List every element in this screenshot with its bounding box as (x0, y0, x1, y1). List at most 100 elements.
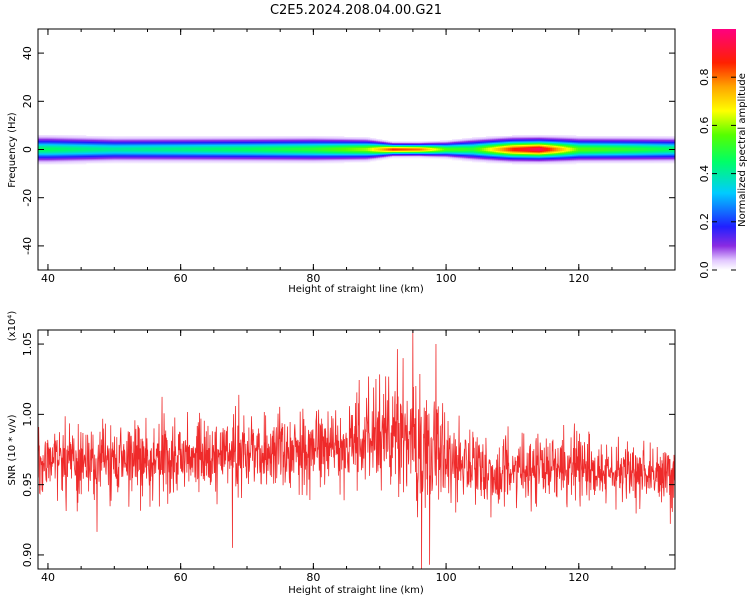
heatmap-cell (144, 155, 147, 157)
heatmap-cell (270, 144, 273, 146)
heatmap-cell (156, 150, 159, 152)
heatmap-cell (318, 136, 321, 138)
heatmap-cell (204, 148, 207, 150)
heatmap-cell (276, 142, 279, 144)
heatmap-cell (48, 148, 51, 150)
heatmap-cell (272, 136, 275, 138)
heatmap-cell (302, 138, 305, 140)
heatmap-cell (66, 144, 69, 146)
heatmap-cell (362, 138, 365, 140)
heatmap-cell (282, 159, 285, 161)
heatmap-cell (76, 147, 79, 149)
heatmap-cell (78, 148, 81, 150)
heatmap-cell (388, 146, 391, 148)
heatmap-cell (126, 146, 129, 148)
heatmap-cell (110, 159, 113, 161)
heatmap-cell (140, 138, 143, 140)
heatmap-cell (130, 152, 133, 154)
heatmap-cell (330, 156, 333, 158)
heatmap-cell (346, 143, 349, 145)
heatmap-cell (202, 142, 205, 144)
heatmap-cell (122, 154, 125, 156)
heatmap-cell (50, 138, 53, 140)
heatmap-cell (318, 143, 321, 145)
heatmap-cell (374, 145, 377, 147)
heatmap-cell (276, 151, 279, 153)
heatmap-cell (332, 158, 335, 160)
heatmap-cell (358, 137, 361, 139)
heatmap-cell (422, 141, 425, 143)
heatmap-cell (376, 141, 379, 143)
heatmap-cell (78, 143, 81, 145)
heatmap-cell (106, 161, 109, 163)
heatmap-cell (320, 151, 323, 153)
heatmap-cell (264, 140, 267, 142)
heatmap-cell (90, 137, 93, 139)
heatmap-cell (320, 153, 323, 155)
heatmap-cell (268, 138, 271, 140)
heatmap-cell (188, 148, 191, 150)
heatmap-cell (316, 156, 319, 158)
heatmap-cell (394, 142, 397, 144)
heatmap-cell (392, 150, 395, 152)
heatmap-cell (192, 143, 195, 145)
heatmap-cell (120, 149, 123, 151)
heatmap-cell (376, 158, 379, 160)
heatmap-cell (96, 145, 99, 147)
heatmap-cell (42, 159, 45, 161)
heatmap-cell (198, 152, 201, 154)
heatmap-cell (322, 155, 325, 157)
heatmap-cell (58, 142, 61, 144)
heatmap-cell (172, 141, 175, 143)
heatmap-cell (164, 161, 167, 163)
heatmap-cell (186, 139, 189, 141)
heatmap-cell (330, 154, 333, 156)
heatmap-cell (202, 139, 205, 141)
heatmap-cell (342, 154, 345, 156)
heatmap-cell (160, 157, 163, 159)
heatmap-cell (282, 153, 285, 155)
heatmap-cell (92, 143, 95, 145)
heatmap-cell (156, 137, 159, 139)
heatmap-cell (316, 147, 319, 149)
heatmap-cell (302, 155, 305, 157)
heatmap-cell (208, 147, 211, 149)
heatmap-cell (264, 152, 267, 154)
heatmap-cell (298, 154, 301, 156)
heatmap-cell (152, 143, 155, 145)
heatmap-cell (362, 145, 365, 147)
heatmap-cell (346, 142, 349, 144)
heatmap-cell (248, 148, 251, 150)
heatmap-cell (392, 151, 395, 153)
heatmap-cell (82, 139, 85, 141)
heatmap-cell (38, 160, 41, 162)
heatmap-cell (312, 138, 315, 140)
heatmap-cell (240, 158, 243, 160)
heatmap-cell (294, 159, 297, 161)
heatmap-cell (172, 138, 175, 140)
heatmap-cell (126, 136, 129, 138)
heatmap-cell (200, 141, 203, 143)
heatmap-cell (238, 145, 241, 147)
heatmap-cell (162, 153, 165, 155)
heatmap-cell (76, 145, 79, 147)
heatmap-cell (262, 150, 265, 152)
heatmap-cell (376, 151, 379, 153)
heatmap-cell (286, 140, 289, 142)
heatmap-cell (112, 146, 115, 148)
heatmap-cell (238, 154, 241, 156)
heatmap-cell (180, 161, 183, 163)
heatmap-cell (414, 149, 417, 151)
heatmap-cell (196, 153, 199, 155)
heatmap-cell (136, 157, 139, 159)
heatmap-cell (134, 151, 137, 153)
heatmap-cell (154, 141, 157, 143)
heatmap-cell (172, 158, 175, 160)
heatmap-cell (82, 154, 85, 156)
heatmap-cell (400, 142, 403, 144)
heatmap-cell (212, 137, 215, 139)
heatmap-cell (106, 146, 109, 148)
heatmap-cell (158, 156, 161, 158)
heatmap-cell (316, 144, 319, 146)
heatmap-cell (408, 153, 411, 155)
